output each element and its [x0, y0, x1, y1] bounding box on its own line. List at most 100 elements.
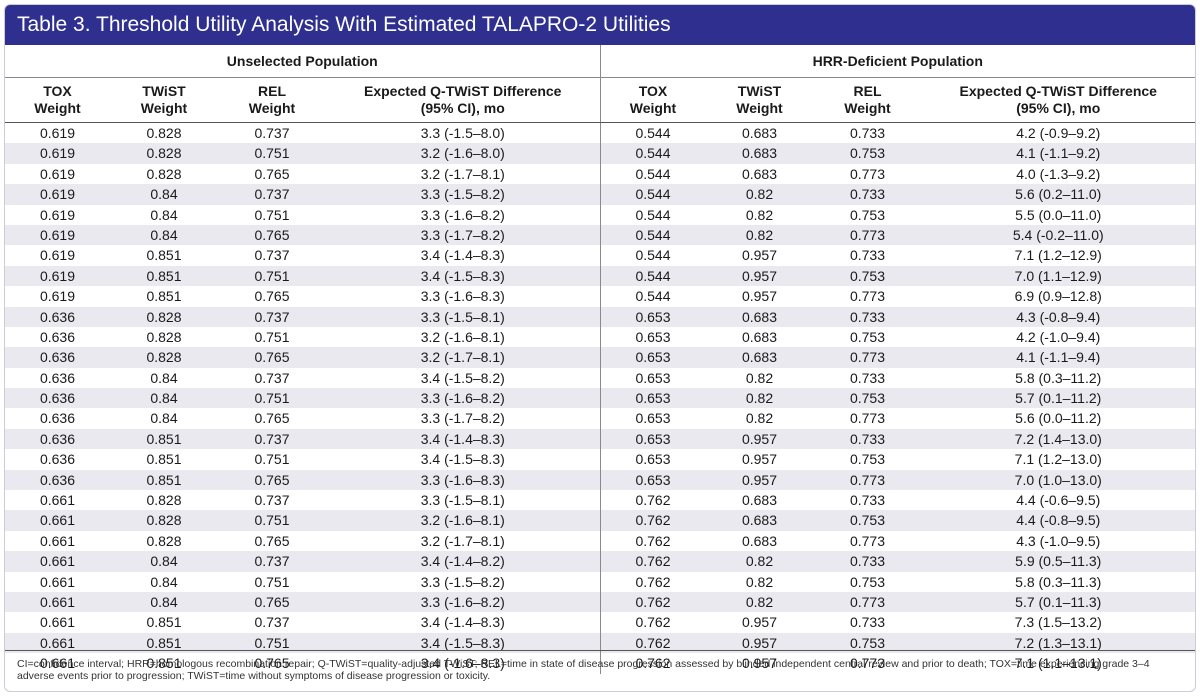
- cell-rel-weight: 0.773: [849, 410, 886, 427]
- cell-tox-weight: 0.762: [635, 512, 671, 529]
- cell-tox-weight: 0.653: [635, 410, 671, 427]
- cell-qtwist-difference: 7.1 (1.2–13.0): [1014, 451, 1102, 468]
- cell-twist-weight: 0.851: [146, 655, 182, 672]
- cell-tox-weight: 0.636: [39, 308, 76, 325]
- cell-rel-weight: 0.737: [254, 553, 290, 570]
- cell-twist-weight: 0.957: [741, 451, 778, 468]
- cell-twist-weight: 0.957: [741, 471, 778, 488]
- cell-twist-weight: 0.851: [146, 634, 182, 651]
- cell-qtwist-difference: 4.1 (-1.1–9.2): [1016, 145, 1101, 162]
- cell-rel-weight: 0.773: [849, 532, 886, 549]
- cell-qtwist-difference: 3.2 (-1.7–8.1): [420, 165, 505, 182]
- cell-tox-weight: 0.661: [39, 553, 76, 570]
- hrr-deficient-cells: 0.544 0.82 0.753 5.5 (0.0–11.0): [601, 205, 1196, 225]
- cell-qtwist-difference: 3.4 (-1.4–8.3): [420, 430, 505, 447]
- cell-qtwist-difference: 4.3 (-1.0–9.5): [1016, 532, 1101, 549]
- cell-twist-weight: 0.828: [146, 145, 182, 162]
- cell-tox-weight: 0.762: [635, 634, 671, 651]
- cell-twist-weight: 0.851: [146, 614, 182, 631]
- hrr-deficient-cells: 0.653 0.683 0.753 4.2 (-1.0–9.4): [601, 327, 1196, 347]
- table-row: 0.661 0.851 0.737 3.4 (-1.4–8.3) 0.762 0.957 0…: [5, 612, 1195, 633]
- table-row: 0.636 0.84 0.765 3.3 (-1.7–8.2) 0.653 0.82 0.7…: [5, 408, 1195, 429]
- cell-rel-weight: 0.733: [849, 614, 886, 631]
- cell-rel-weight: 0.733: [849, 553, 886, 570]
- unselected-cells: 0.636 0.84 0.765 3.3 (-1.7–8.2): [5, 408, 601, 429]
- cell-qtwist-difference: 5.4 (-0.2–11.0): [1012, 226, 1104, 243]
- cell-rel-weight: 0.773: [849, 655, 886, 672]
- hrr-deficient-cells: 0.653 0.957 0.753 7.1 (1.2–13.0): [601, 449, 1196, 469]
- cell-rel-weight: 0.765: [254, 288, 290, 305]
- cell-qtwist-difference: 3.4 (-1.6–8.3): [420, 655, 505, 672]
- cell-qtwist-difference: 3.3 (-1.6–8.3): [420, 288, 505, 305]
- cell-twist-weight: 0.683: [741, 532, 778, 549]
- cell-tox-weight: 0.636: [39, 451, 76, 468]
- unselected-cells: 0.619 0.828 0.751 3.2 (-1.6–8.0): [5, 143, 601, 164]
- unselected-cells: 0.636 0.84 0.751 3.3 (-1.6–8.2): [5, 388, 601, 409]
- cell-rel-weight: 0.737: [254, 369, 290, 386]
- cell-tox-weight: 0.762: [635, 492, 671, 509]
- cell-twist-weight: 0.84: [150, 206, 178, 223]
- group-header-row: Unselected Population HRR-Deficient Popu…: [5, 45, 1195, 78]
- cell-qtwist-difference: 3.2 (-1.6–8.0): [420, 145, 505, 162]
- cell-twist-weight: 0.828: [146, 532, 182, 549]
- hrr-deficient-cells: 0.544 0.683 0.753 4.1 (-1.1–9.2): [601, 143, 1196, 163]
- cell-tox-weight: 0.636: [39, 369, 76, 386]
- cell-qtwist-difference: 4.3 (-0.8–9.4): [1016, 308, 1101, 325]
- cell-qtwist-difference: 7.1 (1.2–12.9): [1014, 247, 1102, 264]
- cell-qtwist-difference: 7.2 (1.3–13.1): [1014, 634, 1102, 651]
- cell-tox-weight: 0.636: [39, 328, 76, 345]
- hrr-deficient-cells: 0.762 0.683 0.773 4.3 (-1.0–9.5): [601, 531, 1196, 551]
- unselected-cells: 0.636 0.84 0.737 3.4 (-1.5–8.2): [5, 367, 601, 389]
- cell-rel-weight: 0.765: [254, 532, 290, 549]
- hrr-deficient-cells: 0.544 0.957 0.753 7.0 (1.1–12.9): [601, 266, 1196, 286]
- cell-qtwist-difference: 3.2 (-1.7–8.1): [420, 532, 505, 549]
- cell-tox-weight: 0.636: [39, 410, 76, 427]
- cell-tox-weight: 0.619: [39, 125, 76, 141]
- cell-tox-weight: 0.619: [39, 206, 76, 223]
- table-row: 0.661 0.828 0.751 3.2 (-1.6–8.1) 0.762 0.683 0…: [5, 510, 1195, 531]
- cell-qtwist-difference: 6.9 (0.9–12.8): [1014, 288, 1102, 305]
- cell-rel-weight: 0.765: [254, 410, 290, 427]
- cell-qtwist-difference: 5.8 (0.3–11.2): [1015, 369, 1102, 386]
- cell-twist-weight: 0.84: [150, 410, 178, 427]
- cell-tox-weight: 0.661: [39, 573, 76, 590]
- cell-tox-weight: 0.544: [635, 125, 671, 141]
- cell-tox-weight: 0.636: [39, 430, 76, 447]
- unselected-cells: 0.661 0.828 0.765 3.2 (-1.7–8.1): [5, 530, 601, 552]
- cell-rel-weight: 0.765: [254, 226, 290, 243]
- hrr-deficient-cells: 0.653 0.957 0.733 7.2 (1.4–13.0): [601, 429, 1196, 449]
- unselected-cells: 0.619 0.851 0.765 3.3 (-1.6–8.3): [5, 286, 601, 307]
- cell-twist-weight: 0.683: [741, 308, 778, 325]
- hrr-deficient-cells: 0.653 0.683 0.773 4.1 (-1.1–9.4): [601, 347, 1196, 367]
- cell-qtwist-difference: 3.3 (-1.5–8.2): [420, 573, 505, 590]
- hrr-deficient-cells: 0.653 0.82 0.733 5.8 (0.3–11.2): [601, 368, 1196, 388]
- cell-rel-weight: 0.751: [254, 145, 290, 162]
- table-row: 0.619 0.851 0.751 3.4 (-1.5–8.3) 0.544 0.957 0…: [5, 265, 1196, 287]
- cell-tox-weight: 0.544: [635, 206, 671, 223]
- cell-tox-weight: 0.619: [39, 186, 76, 203]
- cell-twist-weight: 0.957: [741, 288, 778, 305]
- cell-twist-weight: 0.84: [150, 553, 178, 570]
- hrr-deficient-cells: 0.762 0.82 0.773 5.7 (0.1–11.3): [601, 592, 1196, 612]
- cell-tox-weight: 0.762: [635, 655, 671, 672]
- col-qtwist-difference: Expected Q-TWiST Difference (95% CI), mo: [364, 83, 562, 116]
- cell-tox-weight: 0.619: [39, 145, 76, 162]
- cell-qtwist-difference: 7.3 (1.5–13.2): [1014, 614, 1102, 631]
- hrr-deficient-cells: 0.762 0.683 0.733 4.4 (-0.6–9.5): [601, 490, 1196, 510]
- cell-qtwist-difference: 3.4 (-1.4–8.3): [420, 247, 505, 264]
- cell-twist-weight: 0.851: [146, 288, 182, 305]
- cell-twist-weight: 0.957: [741, 430, 778, 447]
- cell-tox-weight: 0.661: [39, 634, 76, 651]
- unselected-cells: 0.636 0.828 0.751 3.2 (-1.6–8.1): [5, 326, 601, 348]
- cell-twist-weight: 0.683: [741, 145, 778, 162]
- group-hrr-deficient-population: HRR-Deficient Population: [812, 53, 983, 69]
- cell-tox-weight: 0.636: [39, 390, 76, 407]
- cell-tox-weight: 0.661: [39, 532, 76, 549]
- cell-rel-weight: 0.751: [254, 206, 290, 223]
- cell-tox-weight: 0.653: [635, 471, 671, 488]
- cell-qtwist-difference: 5.5 (0.0–11.0): [1015, 206, 1102, 223]
- table-row: 0.661 0.828 0.765 3.2 (-1.7–8.1) 0.762 0.683 0…: [5, 530, 1196, 552]
- table-row: 0.636 0.828 0.737 3.3 (-1.5–8.1) 0.653 0.683 0…: [5, 306, 1195, 327]
- cell-qtwist-difference: 7.1 (1.1–13.1): [1014, 655, 1102, 672]
- cell-twist-weight: 0.84: [150, 226, 178, 243]
